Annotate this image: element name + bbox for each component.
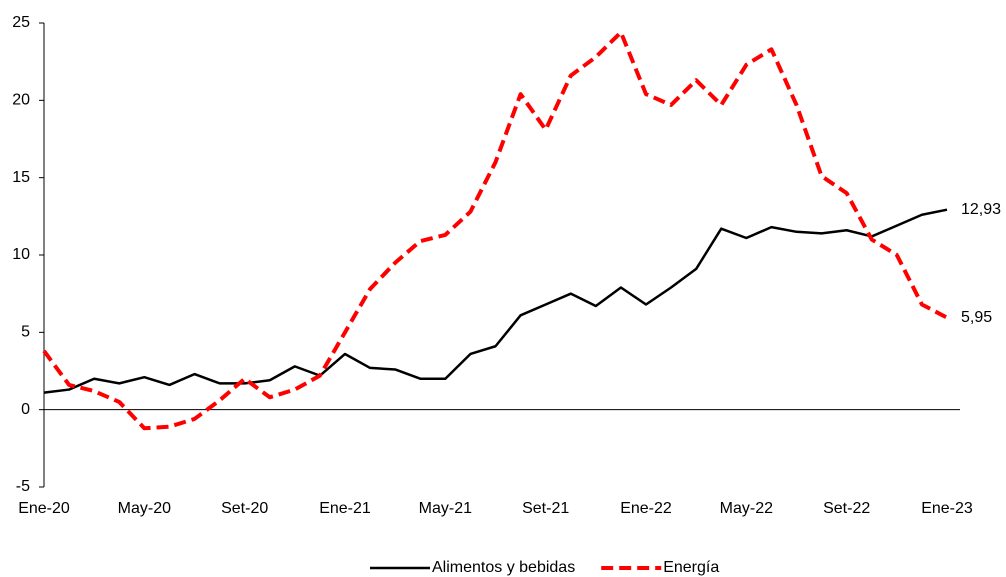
x-tick-label: May-21	[419, 500, 472, 517]
x-tick-label: Set-20	[221, 500, 268, 517]
x-tick-label: May-20	[118, 500, 171, 517]
y-tick-label: 20	[12, 92, 30, 109]
data-label: 5,95	[961, 309, 992, 326]
y-tick-label: 10	[12, 246, 30, 263]
y-tick-label: 0	[21, 401, 30, 418]
y-tick-label: 5	[21, 324, 30, 341]
series-line	[43, 208, 948, 394]
series-line	[42, 30, 948, 431]
data-label: 12,93	[961, 201, 1001, 218]
legend-label: Energía	[663, 559, 719, 576]
x-tick-label: Ene-23	[921, 500, 973, 517]
y-tick-label: -5	[16, 478, 30, 495]
x-tick-label: May-22	[720, 500, 773, 517]
y-tick-label: 15	[12, 169, 30, 186]
legend-label: Alimentos y bebidas	[432, 559, 575, 576]
x-tick-label: Ene-22	[620, 500, 672, 517]
x-tick-label: Ene-20	[18, 500, 70, 517]
x-tick-label: Set-22	[823, 500, 870, 517]
x-tick-label: Set-21	[522, 500, 569, 517]
x-tick-label: Ene-21	[319, 500, 371, 517]
y-tick-label: 25	[12, 14, 30, 31]
